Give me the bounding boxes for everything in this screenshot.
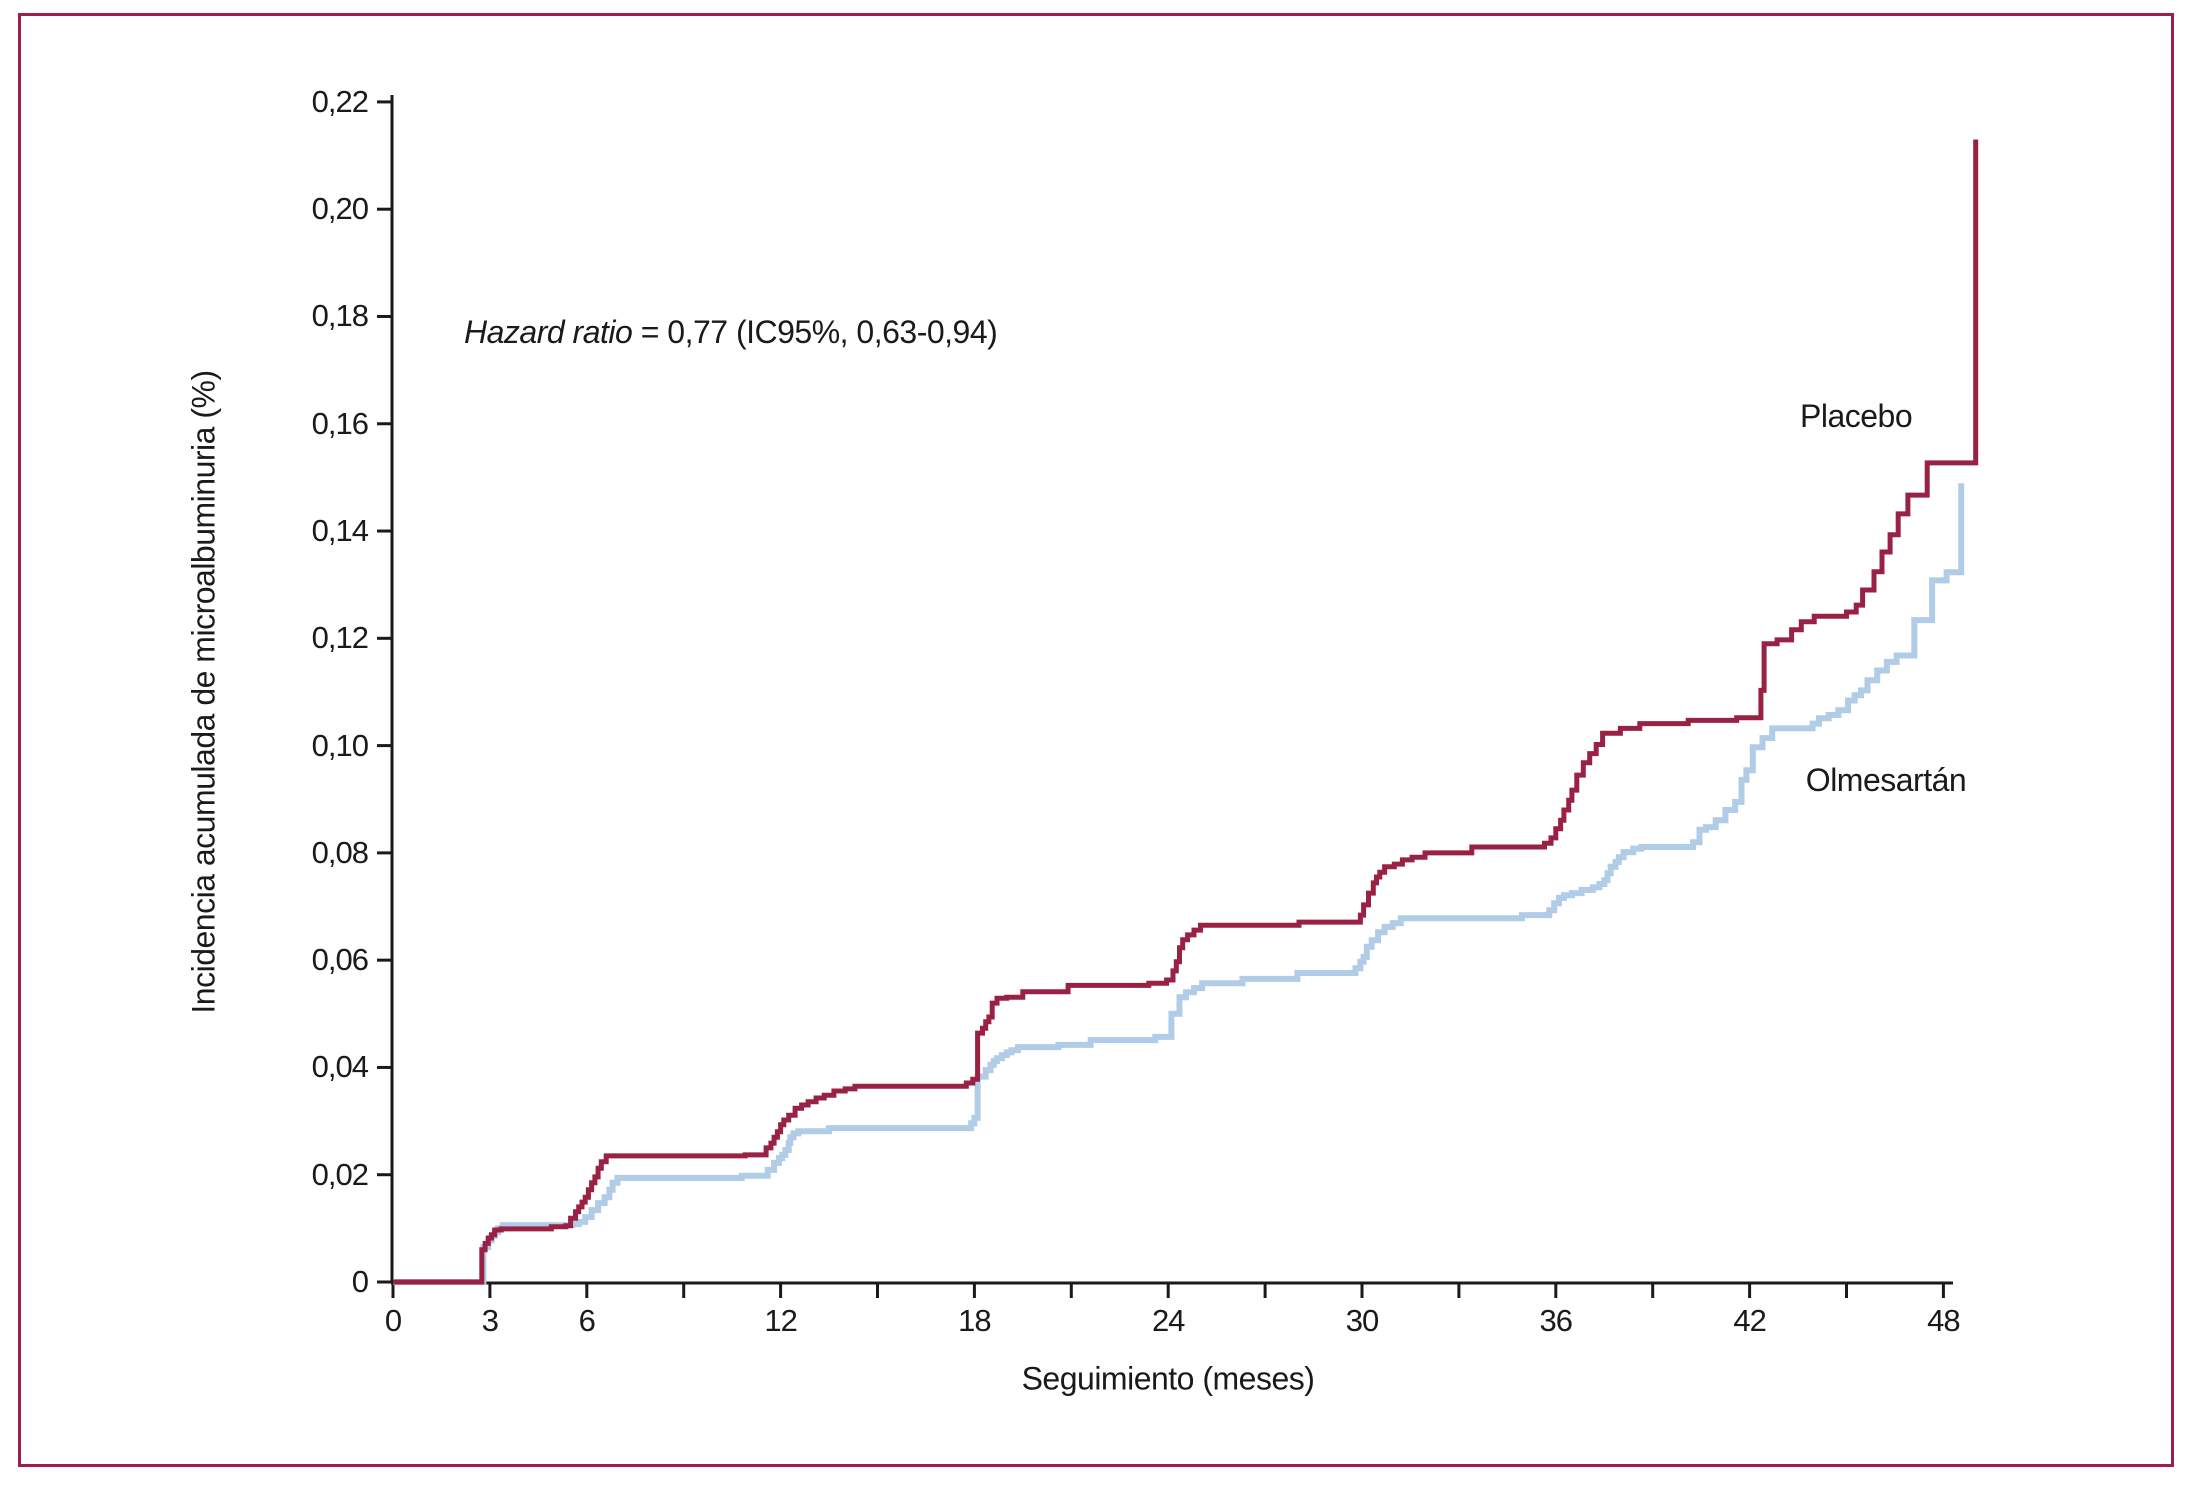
hazard-ratio-annotation: Hazard ratio = 0,77 (IC95%, 0,63-0,94): [464, 314, 998, 351]
y-axis-title: Incidencia acumulada de microalbuminuria…: [185, 370, 222, 1014]
figure-border: [18, 13, 2174, 1467]
x-tick-label: 12: [764, 1303, 797, 1338]
curves: [393, 139, 1979, 1285]
x-tick-label: 3: [481, 1303, 499, 1338]
y-tick-label: 0,14: [311, 513, 369, 549]
y-tick-label: 0: [351, 1264, 369, 1299]
hazard-ratio-italic: Hazard ratio: [464, 314, 633, 350]
x-tick-label: 24: [1151, 1303, 1185, 1338]
placebo-curve: [393, 139, 1979, 1285]
x-tick-label: 36: [1539, 1303, 1573, 1338]
y-tick-label: 0,22: [311, 83, 369, 119]
y-tick-label: 0,08: [311, 834, 369, 870]
olmesartan-curve: [393, 483, 1965, 1285]
hazard-ratio-value: = 0,77 (IC95%, 0,63-0,94): [632, 314, 998, 350]
x-tick-label: 42: [1733, 1303, 1766, 1338]
x-tick-label: 18: [958, 1303, 991, 1338]
y-tick-label: 0,12: [311, 620, 369, 656]
x-tick-label: 0: [384, 1303, 402, 1338]
series-label-olmesartan: Olmesartán: [1805, 762, 1967, 798]
series-label-placebo: Placebo: [1799, 397, 1913, 434]
axes: [390, 95, 1953, 1285]
x-tick-label: 6: [578, 1303, 596, 1338]
x-tick-label: 30: [1345, 1303, 1379, 1338]
y-tick-label: 0,20: [311, 191, 369, 227]
y-tick-label: 0,18: [311, 298, 369, 334]
x-axis-title: Seguimiento (meses): [1021, 1360, 1315, 1397]
x-tick-label: 48: [1927, 1303, 1960, 1338]
y-tick-label: 0,16: [311, 405, 369, 441]
y-tick-label: 0,02: [311, 1156, 369, 1192]
y-tick-label: 0,10: [311, 727, 369, 763]
axis-ticks: [377, 100, 1945, 1298]
y-tick-label: 0,04: [311, 1049, 369, 1085]
y-tick-label: 0,06: [311, 942, 369, 978]
